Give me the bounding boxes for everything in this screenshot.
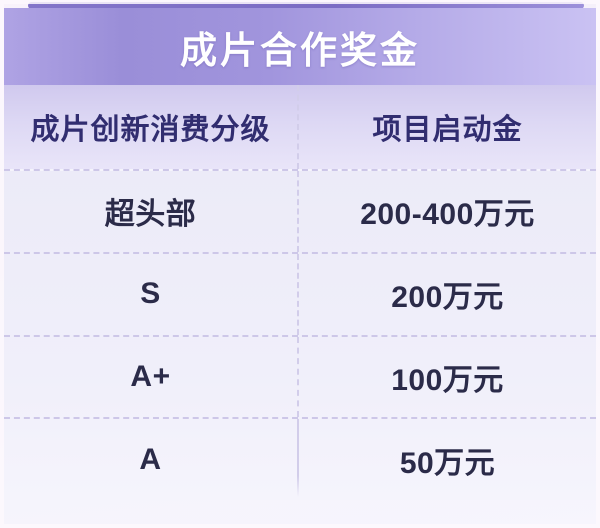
table-row-a-plus: A+ 100万元 [4,334,596,418]
top-accent-bar [28,2,584,9]
level-cell: A+ [4,336,299,418]
level-cell: S [4,253,299,335]
amount-cell: 200-400万元 [360,198,535,232]
table-body: 超头部 200-400万元 S 200万元 A+ 100万元 A 50万元 [4,169,596,500]
title-banner: 成片合作奖金 [4,8,596,85]
amount-cell: 50万元 [399,446,496,480]
column-header-amount: 项目启动金 [372,114,523,146]
table-header-row: 成片创新消费分级 项目启动金 [4,85,596,169]
table-row-super-head: 超头部 200-400万元 [4,171,596,252]
level-cell: 超头部 [4,171,299,252]
column-header-level: 成片创新消费分级 [4,85,299,169]
table-row-a: A 50万元 [4,417,596,500]
level-cell: A [4,419,299,500]
page-title: 成片合作奖金 [180,29,420,71]
bonus-table: 成片创新消费分级 项目启动金 超头部 200-400万元 S 200万元 A+ … [4,85,596,500]
amount-cell: 100万元 [391,363,504,397]
amount-cell: 200万元 [391,281,504,315]
table-row-s: S 200万元 [4,251,596,335]
